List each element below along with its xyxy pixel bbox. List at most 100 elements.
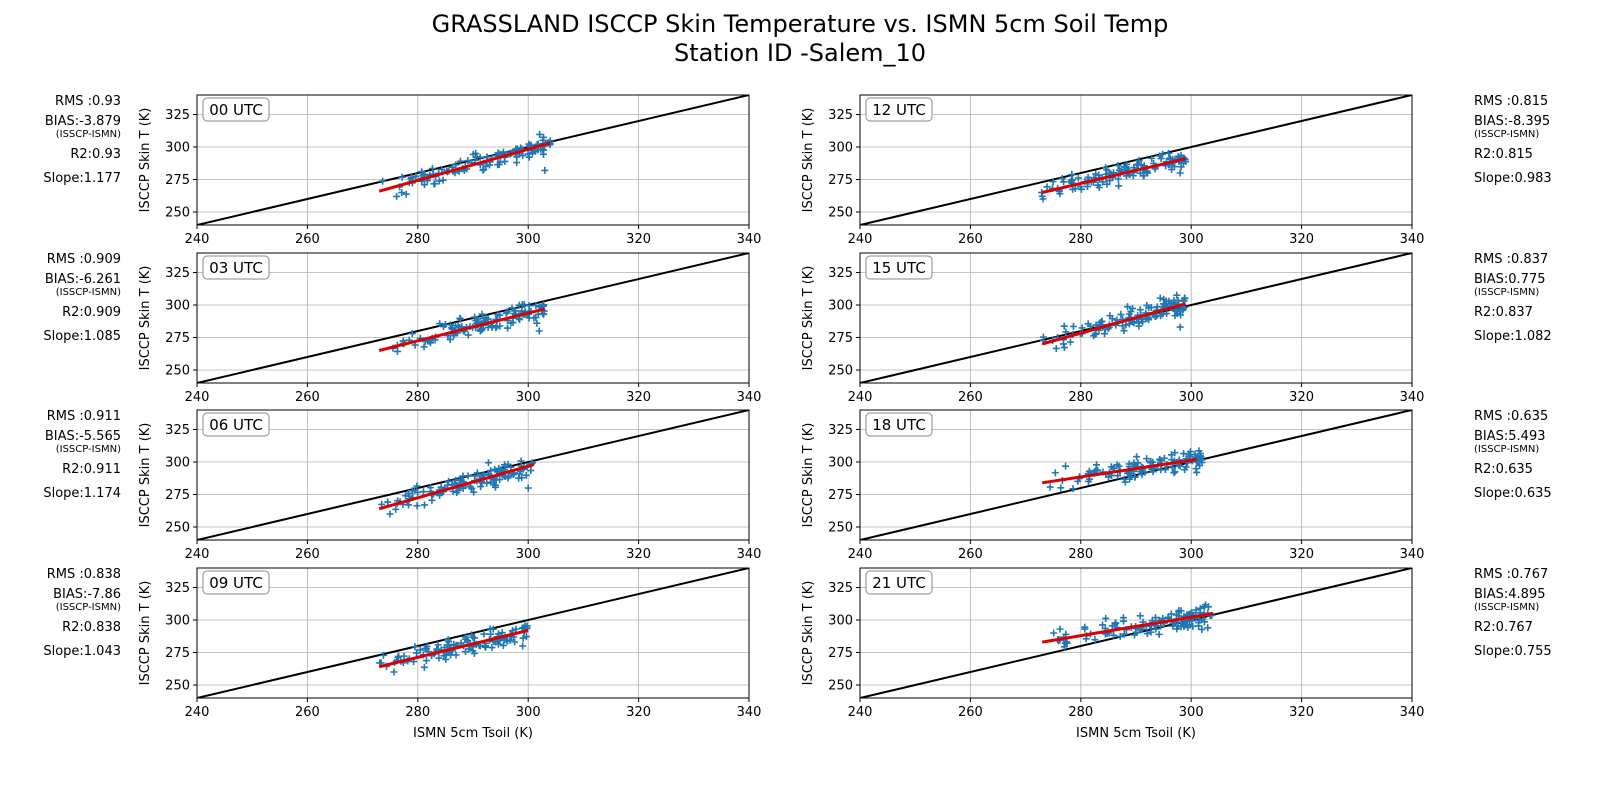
data-point <box>1120 630 1128 638</box>
data-point <box>1156 455 1164 463</box>
data-point <box>1086 322 1094 330</box>
data-point <box>516 316 524 324</box>
data-point <box>1152 625 1160 633</box>
data-point <box>515 470 523 478</box>
data-point <box>469 150 477 158</box>
data-point <box>1133 453 1141 461</box>
x-tick-label: 300 <box>516 232 541 247</box>
panel-label-box <box>202 97 270 122</box>
axes-frame <box>859 567 1413 699</box>
data-point <box>1171 312 1179 320</box>
y-tick-label: 300 <box>165 299 190 314</box>
data-point <box>470 488 478 496</box>
data-point <box>1059 340 1067 348</box>
stat-bias: BIAS:-6.261 <box>45 272 121 287</box>
stat-rms: RMS :0.837 <box>1474 252 1548 267</box>
panel-label: 21 UTC <box>872 574 926 592</box>
stat-bias-note: (ISSCP-ISMN) <box>56 444 121 455</box>
y-tick-label: 325 <box>828 108 853 123</box>
y-tick-label: 275 <box>165 646 190 661</box>
y-tick-label: 275 <box>165 331 190 346</box>
y-tick-label: 325 <box>165 266 190 281</box>
x-tick-label: 340 <box>737 390 762 405</box>
x-tick-label: 340 <box>737 705 762 720</box>
data-point <box>422 657 430 665</box>
data-point <box>1049 178 1057 186</box>
data-point <box>1181 294 1189 302</box>
data-point <box>468 631 476 639</box>
stat-r2: R2:0.635 <box>1474 462 1533 477</box>
y-tick-label: 275 <box>828 488 853 503</box>
data-point <box>394 653 402 661</box>
data-point <box>1134 459 1142 467</box>
data-point <box>1069 323 1077 331</box>
data-point <box>1138 471 1146 479</box>
y-tick-label: 275 <box>828 173 853 188</box>
stat-slope: Slope:1.177 <box>43 171 121 186</box>
stat-bias-note: (ISSCP-ISMN) <box>1474 444 1539 455</box>
y-tick-label: 325 <box>165 581 190 596</box>
panel-21-utc: 240 260 280 300 320 340 250 275 300 325 ISCCP Skin… <box>801 567 1552 741</box>
data-point <box>1182 621 1190 629</box>
x-tick-label: 280 <box>1068 390 1093 405</box>
stat-r2: R2:0.909 <box>62 305 121 320</box>
data-point <box>456 157 464 165</box>
data-point <box>1116 632 1124 640</box>
x-tick-label: 280 <box>405 232 430 247</box>
data-point <box>1112 619 1120 627</box>
data-point <box>1193 468 1201 476</box>
data-point <box>1134 160 1142 168</box>
data-point <box>508 304 516 312</box>
panel-label-box <box>865 255 933 280</box>
data-point <box>1043 183 1051 191</box>
data-point <box>525 153 533 161</box>
panel-06-utc: 240 260 280 300 320 340 250 275 300 325 ISCCP Skin… <box>43 409 761 562</box>
data-point <box>506 636 514 644</box>
one-to-one-line <box>197 410 749 540</box>
panel-label: 03 UTC <box>209 259 263 277</box>
data-point <box>1160 454 1168 462</box>
x-tick-label: 340 <box>1400 390 1425 405</box>
y-tick-label: 275 <box>165 173 190 188</box>
data-point <box>1092 330 1100 338</box>
data-point <box>1175 608 1183 616</box>
data-point <box>1185 450 1193 458</box>
data-point <box>1176 169 1184 177</box>
stat-bias-note: (ISSCP-ISMN) <box>1474 287 1539 298</box>
data-point <box>1167 610 1175 618</box>
data-point <box>484 323 492 331</box>
data-point <box>413 649 421 657</box>
data-point <box>464 636 472 644</box>
title-line-2: Station ID -Salem_10 <box>673 39 927 67</box>
x-tick-label: 320 <box>626 232 651 247</box>
plot-area <box>197 253 749 383</box>
panel-label: 15 UTC <box>872 259 926 277</box>
data-point <box>1095 184 1103 192</box>
fit-line <box>378 628 529 669</box>
panel-03-utc: 240 260 280 300 320 340 250 275 300 325 ISCCP Skin… <box>43 252 761 405</box>
data-point <box>504 474 512 482</box>
data-point <box>1165 297 1173 305</box>
panel-label-box <box>865 97 933 122</box>
plot-area <box>860 253 1412 383</box>
y-axis-label: ISCCP Skin T (K) <box>801 581 816 686</box>
x-tick-label: 300 <box>1179 390 1204 405</box>
data-point <box>402 190 410 198</box>
data-point <box>379 651 387 659</box>
data-point <box>1060 178 1068 186</box>
data-point <box>1118 322 1126 330</box>
data-point <box>1124 303 1131 311</box>
data-point <box>444 636 452 644</box>
data-point <box>450 640 458 648</box>
axes-frame <box>196 567 750 699</box>
data-point <box>1125 460 1133 468</box>
data-point <box>519 642 527 650</box>
data-point <box>440 652 448 660</box>
data-point <box>1198 625 1206 633</box>
stat-bias: BIAS:-8.395 <box>1474 114 1550 129</box>
data-point <box>1136 612 1144 620</box>
stat-bias-note: (ISSCP-ISMN) <box>1474 129 1539 140</box>
axes-frame <box>859 94 1413 226</box>
data-point <box>519 152 527 160</box>
data-point <box>1168 463 1176 471</box>
